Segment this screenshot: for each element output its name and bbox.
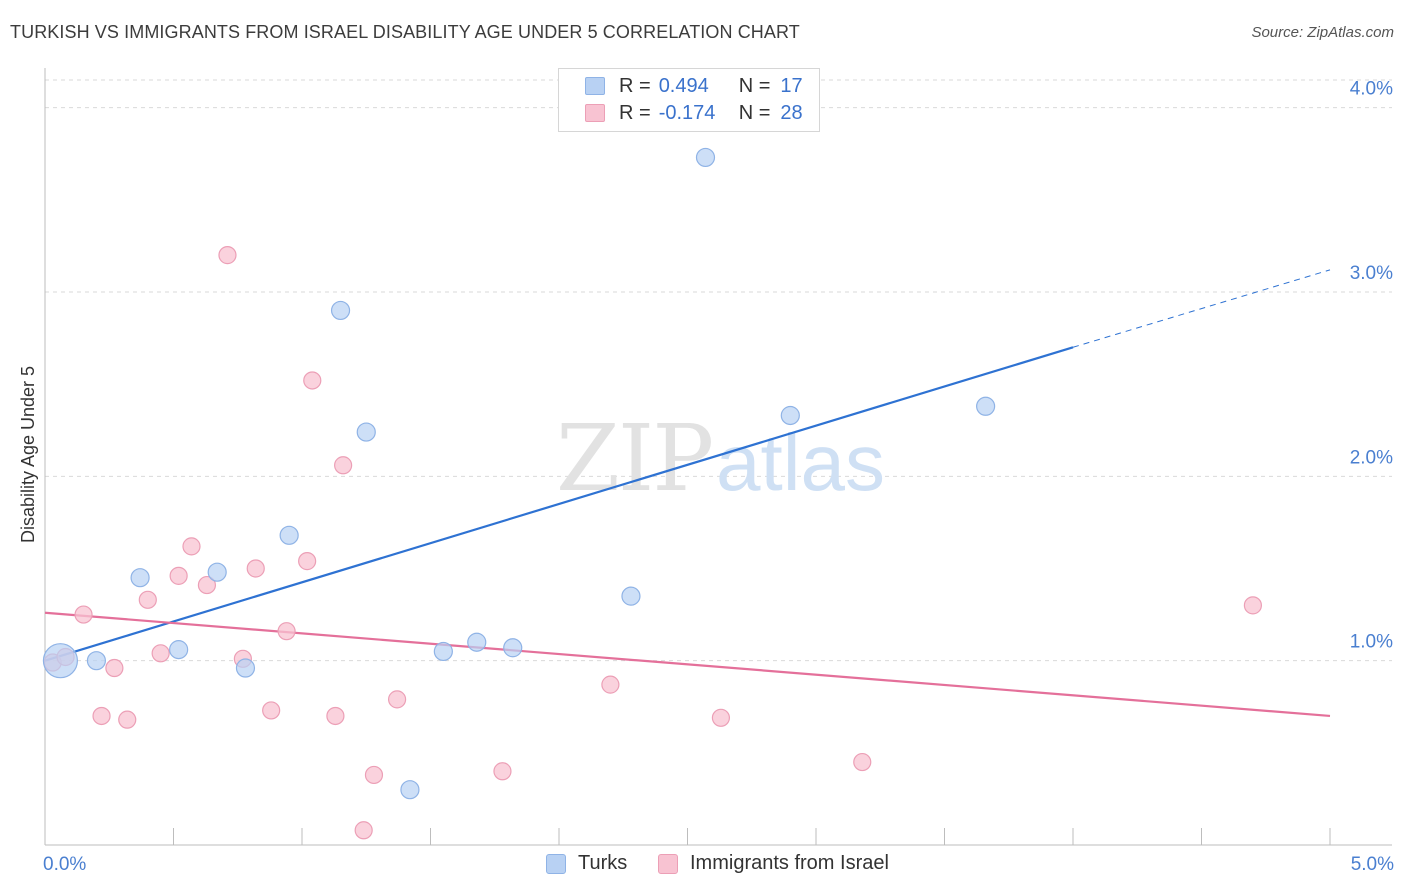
israel-point bbox=[334, 456, 353, 475]
chart-title: TURKISH VS IMMIGRANTS FROM ISRAEL DISABI… bbox=[10, 22, 800, 42]
x-tick-label: 5.0% bbox=[1351, 854, 1394, 875]
chart-legend: Turks Immigrants from Israel bbox=[0, 852, 1406, 878]
turks-point bbox=[86, 651, 107, 671]
israel-point bbox=[387, 690, 407, 709]
israel-point bbox=[303, 371, 322, 390]
legend-item-turks[interactable]: Turks bbox=[546, 852, 627, 875]
israel-n-label: N = bbox=[738, 101, 771, 124]
y-tick-label: 2.0% bbox=[1350, 447, 1393, 468]
x-tick-label: 0.0% bbox=[43, 854, 86, 875]
stats-box: R = 0.494 N = 17 R = -0.174 N = 28 bbox=[558, 68, 820, 132]
israel-point bbox=[118, 710, 137, 729]
label-layer: 1.0% 2.0% 3.0% 4.0% 0.0% 5.0% Disability Age U… bbox=[18, 79, 1394, 875]
israel-point bbox=[151, 644, 170, 663]
israel-swatch bbox=[585, 104, 605, 122]
turks-n-value: 17 bbox=[780, 74, 803, 97]
turks-point bbox=[780, 405, 800, 426]
israel-point bbox=[182, 537, 201, 556]
turks-n-label: N = bbox=[738, 74, 771, 97]
israel-point bbox=[169, 566, 188, 585]
israel-point bbox=[277, 622, 296, 641]
israel-r-value: -0.174 bbox=[658, 101, 716, 124]
turks-trendline bbox=[44, 346, 1074, 662]
points-layer bbox=[42, 147, 1263, 840]
israel-point bbox=[262, 701, 281, 720]
turks-point bbox=[433, 641, 453, 662]
y-axis-title: Disability Age Under 5 bbox=[18, 366, 38, 543]
legend-swatch-israel bbox=[658, 853, 678, 874]
turks-point bbox=[207, 562, 227, 582]
legend-label-turks: Turks bbox=[578, 852, 628, 874]
israel-point bbox=[364, 765, 384, 785]
legend-item-israel[interactable]: Immigrants from Israel bbox=[658, 852, 889, 875]
stats-row-israel: R = -0.174 N = 28 bbox=[585, 100, 803, 126]
turks-point bbox=[235, 658, 256, 678]
axis-layer bbox=[44, 68, 1392, 846]
y-tick-label: 1.0% bbox=[1350, 632, 1393, 653]
turks-point bbox=[330, 300, 351, 321]
turks-point bbox=[467, 632, 487, 652]
israel-point bbox=[298, 552, 317, 571]
turks-point bbox=[279, 525, 299, 545]
stats-row-turks: R = 0.494 N = 17 bbox=[585, 73, 803, 99]
israel-point bbox=[493, 762, 512, 781]
watermark: ZIP atlas bbox=[556, 405, 885, 512]
israel-point bbox=[711, 708, 731, 727]
y-tick-label: 3.0% bbox=[1350, 263, 1393, 284]
israel-point bbox=[197, 575, 217, 595]
legend-swatch-turks bbox=[546, 853, 566, 874]
grid-layer bbox=[45, 79, 1392, 662]
israel-n-value: 28 bbox=[780, 101, 803, 124]
israel-point bbox=[138, 590, 157, 609]
turks-point bbox=[976, 396, 996, 416]
israel-point bbox=[853, 752, 872, 772]
turks-point bbox=[400, 780, 420, 800]
turks-point bbox=[42, 643, 79, 679]
israel-point bbox=[74, 605, 93, 624]
trend-layer bbox=[44, 269, 1331, 718]
israel-trendline bbox=[44, 611, 1331, 718]
turks-trendline-extension bbox=[1072, 269, 1331, 348]
watermark-atlas: atlas bbox=[716, 418, 885, 507]
israel-point bbox=[1243, 596, 1263, 615]
watermark-zip: ZIP bbox=[556, 405, 712, 512]
israel-point bbox=[105, 658, 124, 678]
turks-point bbox=[695, 147, 716, 168]
turks-point bbox=[621, 586, 641, 606]
israel-point bbox=[354, 821, 373, 840]
turks-swatch bbox=[585, 77, 605, 95]
chart-source: Source: ZipAtlas.com bbox=[1251, 24, 1394, 41]
turks-r-label: R = bbox=[619, 74, 651, 97]
turks-point bbox=[169, 640, 189, 660]
israel-point bbox=[218, 246, 237, 265]
turks-point bbox=[356, 422, 376, 442]
israel-r-label: R = bbox=[619, 101, 651, 124]
y-tick-label: 4.0% bbox=[1350, 79, 1393, 100]
israel-point bbox=[92, 706, 111, 726]
turks-r-value: 0.494 bbox=[658, 74, 709, 97]
turks-point bbox=[503, 638, 523, 658]
israel-point bbox=[246, 559, 265, 578]
israel-point bbox=[601, 675, 620, 694]
turks-point bbox=[130, 568, 150, 588]
israel-point bbox=[326, 706, 345, 726]
legend-label-israel: Immigrants from Israel bbox=[690, 852, 889, 874]
